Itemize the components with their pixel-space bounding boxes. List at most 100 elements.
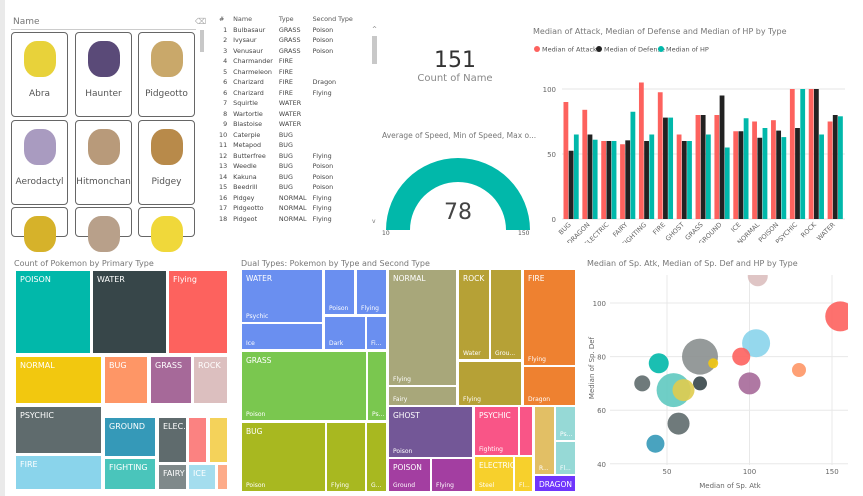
slicer-scrollbar[interactable] [200,30,204,52]
table-row[interactable]: 11 Metapod BUG [216,140,356,151]
bar[interactable] [762,128,768,219]
bubble[interactable] [667,412,690,435]
pokemon-card[interactable]: Pidgey [138,120,195,205]
legend-marker[interactable] [596,46,602,52]
bar[interactable] [568,150,574,219]
bar[interactable] [681,141,687,219]
treemap-cell[interactable]: Fi... [366,316,387,350]
bar[interactable] [719,95,725,220]
bar[interactable] [663,117,668,219]
bar[interactable] [838,116,843,219]
pokemon-card[interactable] [138,207,195,252]
legend-marker[interactable] [534,46,540,52]
bar[interactable] [657,92,663,219]
treemap-cell[interactable]: GROUND [104,417,156,457]
treemap-cell[interactable] [209,417,228,463]
bubble[interactable] [732,347,751,366]
bar[interactable] [638,82,644,220]
treemap-cell[interactable]: GRASS Poison [241,351,367,421]
bar[interactable] [757,137,763,219]
bar[interactable] [630,111,636,219]
bar[interactable] [752,121,757,220]
bar[interactable] [795,128,800,219]
eraser-icon[interactable]: ⌫ [195,17,207,26]
treemap-cell[interactable]: BUG Poison [241,422,326,492]
bubble[interactable] [648,353,669,374]
bar[interactable] [808,89,814,219]
scroll-up-icon[interactable]: ^ [372,26,378,33]
bar[interactable] [668,117,674,219]
bar[interactable] [644,141,649,219]
treemap-cell[interactable]: ROCK Water [458,269,490,360]
bubble[interactable] [825,301,855,332]
treemap-cell[interactable]: FIRE Flying [523,269,576,366]
treemap-cell[interactable]: Flying [431,458,473,492]
bar[interactable] [827,121,833,220]
treemap-cell[interactable]: Flying [168,270,228,354]
treemap-cell[interactable]: ELEC... [158,417,187,463]
treemap-cell[interactable]: POISON [15,270,91,354]
table-row[interactable]: 6 Charizard FIRE Dragon [216,77,356,88]
table-row[interactable]: 1 Bulbasaur GRASS Poison [216,25,356,36]
bubble[interactable] [634,375,651,392]
table-row[interactable]: 4 Charmander FIRE [216,56,356,67]
bar[interactable] [606,141,612,219]
pokemon-card[interactable]: Abra [11,32,68,117]
bar[interactable] [733,131,739,219]
treemap-cell[interactable]: Ice [241,323,323,350]
pokemon-card[interactable]: Hitmonchan [75,120,132,205]
treemap-cell[interactable]: POISON Ground [388,458,431,492]
bubble[interactable] [682,338,718,375]
treemap-cell[interactable]: NORMAL [15,356,102,404]
table-row[interactable]: 9 Blastoise WATER [216,119,356,130]
treemap-cell[interactable]: DRAGON [534,475,576,492]
treemap-cell[interactable] [188,417,207,463]
bar[interactable] [649,134,655,220]
bar[interactable] [587,134,593,220]
treemap-cell[interactable]: PSYCHIC [15,406,102,454]
treemap-cell[interactable]: ROCK [193,356,228,404]
table-row[interactable]: 14 Kakuna BUG Poison [216,172,356,183]
table-row[interactable]: 2 Ivysaur GRASS Poison [216,35,356,46]
bar[interactable] [738,131,744,219]
table-row[interactable]: 12 Butterfree BUG Flying [216,151,356,162]
treemap-cell[interactable]: FIGHTING [104,458,156,490]
bar[interactable] [776,130,782,219]
table-row[interactable]: 16 Pidgey NORMAL Flying [216,193,356,204]
table-row[interactable]: 15 Beedrill BUG Poison [216,182,356,193]
treemap-cell[interactable]: ELECTRIC Steel [474,456,514,492]
col-header-type[interactable]: Type [278,15,294,24]
table-row[interactable]: 10 Caterpie BUG [216,130,356,141]
treemap-cell[interactable]: GHOST Poison [388,406,473,458]
bar[interactable] [705,134,711,220]
bar[interactable] [695,115,701,219]
bar[interactable] [743,118,749,219]
bubble[interactable] [693,376,707,391]
treemap-cell[interactable]: Flying [458,361,522,406]
pokemon-card[interactable] [11,207,68,252]
bar[interactable] [592,139,598,219]
col-header-name[interactable]: Name [233,15,252,24]
bar[interactable] [620,144,625,219]
bar[interactable] [819,134,824,220]
bubble[interactable] [646,434,665,453]
bar[interactable] [625,140,631,219]
pokemon-card[interactable]: Pidgeotto [138,32,195,117]
table-row[interactable]: 13 Weedle BUG Poison [216,161,356,172]
treemap-cell[interactable]: Ps... [555,406,576,441]
treemap-cell[interactable]: R... [534,406,555,475]
bubble[interactable] [742,329,771,358]
bar[interactable] [800,89,806,219]
treemap-cell[interactable]: Dragon [523,366,576,406]
legend-marker[interactable] [658,46,664,52]
treemap-cell[interactable]: WATER Psychic [241,269,323,323]
table-row[interactable]: 17 Pidgeotto NORMAL Flying [216,203,356,214]
treemap-cell[interactable] [519,406,533,456]
bar[interactable] [771,120,776,219]
pokemon-card[interactable] [75,207,132,252]
treemap-cell[interactable] [217,464,228,490]
treemap-cell[interactable]: Grou... [490,269,522,360]
bubble[interactable] [747,268,768,287]
bar[interactable] [573,134,579,220]
treemap-cell[interactable]: BUG [104,356,148,404]
